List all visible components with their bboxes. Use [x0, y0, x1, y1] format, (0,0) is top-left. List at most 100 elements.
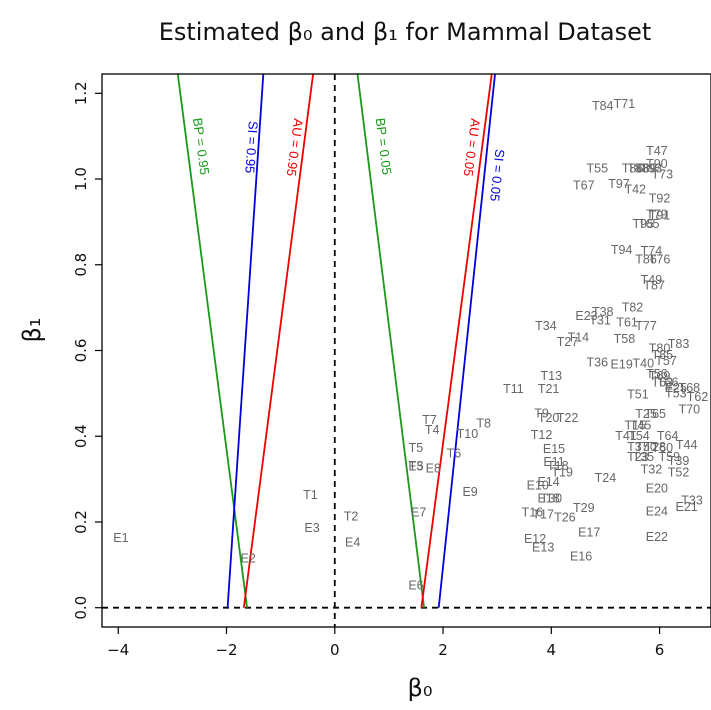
- point-label: T9: [534, 407, 549, 421]
- boundary-line-si-0-95: [226, 74, 265, 608]
- point-label: T8: [476, 416, 491, 430]
- y-axis: 0.0 0.2 0.4 0.6 0.8 1.0 1.2: [72, 81, 102, 620]
- y-tick-label: 1.2: [72, 81, 90, 105]
- plot-frame: [101, 73, 711, 628]
- point-label: T88: [627, 161, 649, 175]
- boundary-line-au-0-05: [420, 74, 493, 608]
- point-label: T86: [622, 161, 644, 175]
- point-label: E18: [537, 491, 559, 505]
- point-label: T22: [557, 411, 579, 425]
- point-label: E21: [676, 500, 698, 514]
- point-label: T10: [457, 427, 479, 441]
- point-label: T7: [422, 413, 437, 427]
- point-label: T23: [627, 450, 649, 464]
- point-label: T33: [681, 494, 703, 508]
- point-label: T57: [655, 354, 677, 368]
- point-label: T65: [638, 217, 660, 231]
- point-label: T40: [633, 356, 655, 370]
- point-label: T71: [614, 97, 636, 111]
- point-label: T14: [568, 331, 590, 345]
- point-label: E1: [113, 531, 128, 545]
- x-tick-label: 0: [330, 641, 340, 659]
- point-label: T84: [592, 99, 614, 113]
- point-label: E7: [411, 506, 426, 520]
- point-label: E2: [241, 551, 256, 565]
- point-label: T68: [679, 381, 701, 395]
- point-label: E14: [537, 475, 559, 489]
- y-axis-label: β₁: [18, 318, 46, 343]
- x-tick-label: −2: [215, 641, 237, 659]
- x-tick-label: −4: [107, 641, 129, 659]
- point-label: E15: [543, 442, 565, 456]
- point-label: T21: [538, 382, 560, 396]
- point-label: E11: [543, 455, 564, 469]
- point-label: T37: [627, 440, 649, 454]
- point-label: T16: [522, 506, 544, 520]
- point-label: T35: [633, 450, 655, 464]
- point-label: T24: [595, 471, 617, 485]
- point-label: T20: [538, 411, 560, 425]
- point-label: E20: [646, 482, 668, 496]
- point-label: E12: [524, 532, 546, 546]
- boundary-line-bp-0-05: [356, 74, 425, 608]
- point-label: T70: [679, 403, 701, 417]
- point-label: E9: [462, 485, 477, 499]
- x-tick-label: 6: [655, 641, 665, 659]
- point-label: T74: [641, 244, 663, 258]
- point-label: T30: [541, 491, 563, 505]
- point-label: T89: [635, 161, 657, 175]
- point-label: T31: [589, 313, 611, 327]
- point-label: T11: [503, 382, 524, 396]
- point-label: E5: [408, 460, 423, 474]
- point-label: T59: [659, 450, 681, 464]
- point-label: T17: [532, 507, 554, 521]
- point-label: T73: [652, 168, 674, 182]
- point-label: T69: [649, 369, 671, 383]
- point-label: T29: [573, 501, 595, 515]
- point-label: E16: [570, 549, 592, 563]
- point-label: T47: [646, 144, 668, 158]
- point-label: T44: [676, 438, 698, 452]
- point-label: E17: [578, 526, 600, 540]
- boundary-label-bp-0-95: BP = 0.95: [190, 117, 212, 176]
- boundary-label-si-0-95: SI = 0.95: [242, 121, 260, 174]
- boundary-label-si-0-05: SI = 0.05: [487, 148, 507, 202]
- plot-area: BP = 0.95 SI = 0.95 AU = 0.95 BP = 0.05 AU =…: [102, 74, 711, 627]
- x-tick-label: 4: [547, 641, 557, 659]
- point-label: T19: [551, 466, 573, 480]
- point-label: T66: [657, 376, 679, 390]
- y-tick-label: 1.0: [72, 167, 90, 191]
- boundary-label-bp-0-05: BP = 0.05: [373, 117, 395, 176]
- point-label: E23: [575, 309, 597, 323]
- point-label: T87: [643, 278, 665, 292]
- point-label: T85: [652, 348, 674, 362]
- point-label: T34: [535, 319, 557, 333]
- point-label: T52: [668, 466, 690, 480]
- point-label: T80: [649, 341, 671, 355]
- point-label: T13: [541, 369, 563, 383]
- y-tick-label: 0.8: [72, 253, 90, 277]
- point-label: T26: [554, 511, 576, 525]
- point-label: T60: [652, 441, 674, 455]
- point-label: E10: [527, 479, 549, 493]
- point-label: E24: [646, 504, 668, 518]
- point-label: T64: [657, 429, 679, 443]
- x-axis-label: β₀: [408, 674, 433, 702]
- point-label: T56: [646, 367, 668, 381]
- point-label: T50: [635, 440, 657, 454]
- point-label: T91: [649, 208, 671, 222]
- x-tick-label: 2: [438, 641, 448, 659]
- point-label: T83: [668, 337, 690, 351]
- point-label: T93: [641, 161, 663, 175]
- point-label: T58: [614, 332, 636, 346]
- point-label: T97: [608, 177, 630, 191]
- boundary-label-au-0-95: AU = 0.95: [284, 118, 306, 178]
- point-label: T92: [649, 191, 671, 205]
- point-label: T86: [635, 253, 657, 267]
- point-label: T42: [624, 183, 646, 197]
- point-label: T77: [635, 319, 657, 333]
- point-label: T41: [615, 429, 637, 443]
- point-label: T90: [646, 157, 668, 171]
- boundary-line-bp-0-95: [176, 74, 248, 608]
- point-label: T67: [573, 178, 595, 192]
